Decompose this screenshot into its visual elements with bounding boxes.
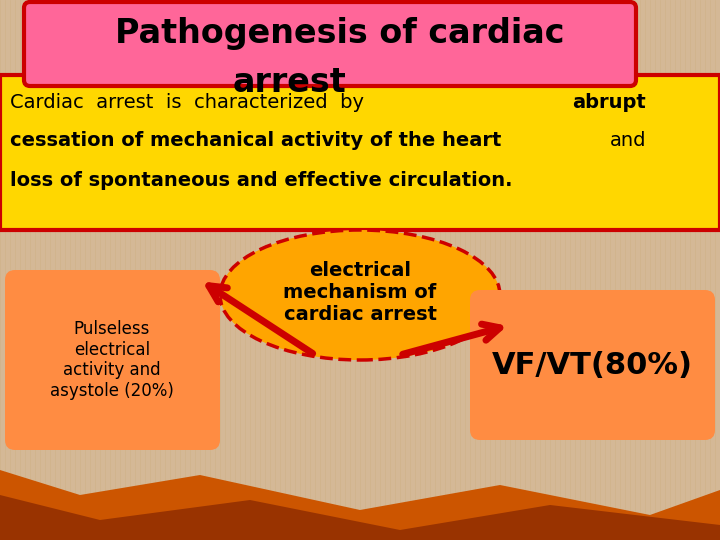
Text: arrest: arrest [233,65,347,98]
FancyBboxPatch shape [24,2,636,86]
FancyBboxPatch shape [5,270,220,450]
FancyBboxPatch shape [0,75,720,230]
Text: abrupt: abrupt [572,92,646,111]
Polygon shape [0,470,720,540]
Text: Cardiac  arrest  is  characterized  by: Cardiac arrest is characterized by [10,92,364,111]
Text: Pathogenesis of cardiac: Pathogenesis of cardiac [115,17,564,50]
Text: Pulseless
electrical
activity and
asystole (20%): Pulseless electrical activity and asysto… [50,320,174,400]
Ellipse shape [220,230,500,360]
Text: VF/VT(80%): VF/VT(80%) [492,350,693,380]
Polygon shape [0,495,720,540]
Text: cessation of mechanical activity of the heart: cessation of mechanical activity of the … [10,131,501,150]
Text: and: and [610,131,647,150]
Text: loss of spontaneous and effective circulation.: loss of spontaneous and effective circul… [10,171,513,190]
Text: electrical
mechanism of
cardiac arrest: electrical mechanism of cardiac arrest [284,260,436,323]
FancyBboxPatch shape [470,290,715,440]
